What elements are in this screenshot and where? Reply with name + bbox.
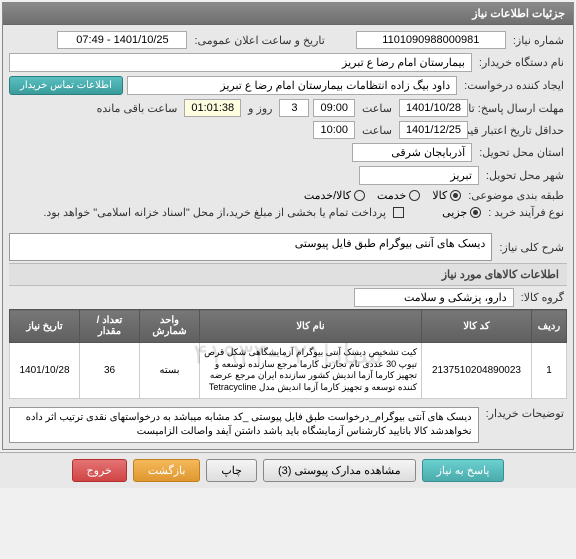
buyer-note-value: دیسک های آنتی بیوگرام_درخواست طبق فایل پ… — [9, 407, 479, 443]
city-label: شهر محل تحویل: — [483, 169, 567, 182]
cell-date: 1401/10/28 — [10, 343, 80, 399]
radio-service-label: خدمت — [377, 189, 406, 202]
radio-goods-label: کالا — [432, 189, 447, 202]
attachments-button[interactable]: مشاهده مدارک پیوستی (3) — [263, 459, 416, 482]
panel-title: جزئیات اطلاعات نیاز — [3, 3, 573, 25]
cell-code: 2137510204890023 — [422, 343, 532, 399]
category-radio-group: کالا خدمت کالا/خدمت — [304, 189, 461, 202]
city-value: تبریز — [359, 166, 479, 185]
contact-button[interactable]: اطلاعات تماس خریدار — [9, 76, 123, 95]
buyer-label: نام دستگاه خریدار: — [476, 56, 567, 69]
cell-qty: 36 — [80, 343, 140, 399]
th-unit: واحد شمارش — [140, 310, 200, 343]
th-row: ردیف — [532, 310, 567, 343]
validity-time: 10:00 — [313, 121, 355, 139]
group-label: گروه کالا: — [518, 291, 567, 304]
deadline-label: مهلت ارسال پاسخ: تا تاریخ: — [472, 102, 567, 115]
desc-value: دیسک های آنتی بیوگرام طبق فایل پیوستی — [9, 233, 492, 261]
deadline-time: 09:00 — [313, 99, 355, 117]
exit-button[interactable]: خروج — [72, 459, 127, 482]
buyer-value: بیمارستان امام رضا ع تبریز — [9, 53, 472, 72]
items-header: اطلاعات کالاهای مورد نیاز — [9, 263, 567, 286]
req-no-value: 1101090988000981 — [356, 31, 506, 49]
radio-partial[interactable] — [470, 207, 481, 218]
th-qty: تعداد / مقدار — [80, 310, 140, 343]
cell-unit: بسته — [140, 343, 200, 399]
radio-goods-service-label: کالا/خدمت — [304, 189, 351, 202]
validity-label: حداقل تاریخ اعتبار قیمت تا تاریخ: — [472, 124, 567, 137]
buy-type-label: نوع فرآیند خرید : — [485, 206, 567, 219]
respond-button[interactable]: پاسخ به نیاز — [422, 459, 505, 482]
deadline-date: 1401/10/28 — [399, 99, 468, 117]
panel-body: شماره نیاز: 1101090988000981 تاریخ و ساع… — [3, 25, 573, 449]
bottom-bar: پاسخ به نیاز مشاهده مدارک پیوستی (3) چاپ… — [0, 452, 576, 488]
items-table: ردیف کد کالا نام کالا واحد شمارش تعداد /… — [9, 309, 567, 399]
radio-partial-label: جزیی — [442, 206, 467, 219]
radio-service[interactable] — [409, 190, 420, 201]
buyer-note-label: توضیحات خریدار: — [483, 407, 567, 420]
category-label: طبقه بندی موضوعی: — [465, 189, 567, 202]
th-code: کد کالا — [422, 310, 532, 343]
province-value: آذربایجان شرقی — [352, 143, 472, 162]
radio-goods[interactable] — [450, 190, 461, 201]
cell-name: کیت تشخیص دیسک آنتی بیوگرام آزمایشگاهی ش… — [200, 343, 422, 399]
treasury-checkbox[interactable] — [393, 207, 404, 218]
days-label: روز و — [245, 102, 275, 115]
treasury-label: پرداخت تمام یا بخشی از مبلغ خرید،از محل … — [40, 206, 389, 219]
req-no-label: شماره نیاز: — [510, 34, 567, 47]
announce-value: 1401/10/25 - 07:49 — [57, 31, 187, 49]
print-button[interactable]: چاپ — [206, 459, 257, 482]
table-row[interactable]: 1 2137510204890023 کیت تشخیص دیسک آنتی ب… — [10, 343, 567, 399]
validity-date: 1401/12/25 — [399, 121, 468, 139]
days-value: 3 — [279, 99, 309, 117]
radio-goods-service[interactable] — [354, 190, 365, 201]
announce-label: تاریخ و ساعت اعلان عمومی: — [191, 34, 327, 47]
group-value: دارو، پزشکی و سلامت — [354, 288, 514, 307]
cell-row: 1 — [532, 343, 567, 399]
province-label: استان محل تحویل: — [476, 146, 567, 159]
time-label-1: ساعت — [359, 102, 395, 115]
creator-label: ایجاد کننده درخواست: — [461, 79, 567, 92]
desc-label: شرح کلی نیاز: — [496, 241, 567, 254]
remain-label: ساعت باقی مانده — [94, 102, 181, 115]
th-name: نام کالا — [200, 310, 422, 343]
time-label-2: ساعت — [359, 124, 395, 137]
creator-value: داود بیگ زاده انتظامات بیمارستان امام رض… — [127, 76, 457, 95]
back-button[interactable]: بازگشت — [133, 459, 201, 482]
remain-time: 01:01:38 — [184, 99, 241, 117]
th-date: تاریخ نیاز — [10, 310, 80, 343]
